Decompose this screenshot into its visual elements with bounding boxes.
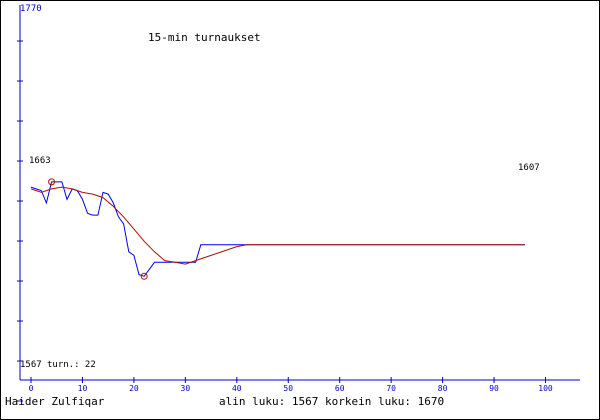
x-tick-label: 30 bbox=[181, 384, 191, 393]
high-marker bbox=[48, 178, 56, 186]
x-tick-label: 100 bbox=[538, 384, 553, 393]
x-tick-label: 40 bbox=[232, 384, 242, 393]
x-tick-label: 20 bbox=[129, 384, 139, 393]
x-tick-label: 80 bbox=[438, 384, 448, 393]
x-tick-label: 50 bbox=[283, 384, 293, 393]
turnover-label: turn.: 22 bbox=[47, 360, 96, 370]
first-value-label: 1663 bbox=[29, 156, 51, 166]
series-group bbox=[30, 178, 525, 280]
x-tick-label: 90 bbox=[489, 384, 499, 393]
y-bottom-label: 1567 bbox=[20, 360, 42, 370]
chart-title: 15-min turnaukset bbox=[148, 31, 261, 44]
x-tick-label: 0 bbox=[29, 384, 34, 393]
x-tick-label: 70 bbox=[386, 384, 396, 393]
x-tick-label: 60 bbox=[335, 384, 345, 393]
y-top-label: 1770 bbox=[20, 4, 42, 14]
axes-group: 0 10 20 30 40 50 60 70 80 90 100 bbox=[17, 5, 580, 402]
labels-group: 1770 1567 turn.: 22 1663 1607 15-min tur… bbox=[5, 4, 540, 408]
footer-name: Haider Zulfiqar bbox=[5, 395, 105, 408]
moving-average-line bbox=[30, 186, 525, 265]
last-value-label: 1607 bbox=[518, 163, 540, 173]
low-marker bbox=[140, 272, 148, 280]
x-tick-label: 10 bbox=[78, 384, 88, 393]
footer-range-text: alin luku: 1567 korkein luku: 1670 bbox=[219, 395, 444, 408]
